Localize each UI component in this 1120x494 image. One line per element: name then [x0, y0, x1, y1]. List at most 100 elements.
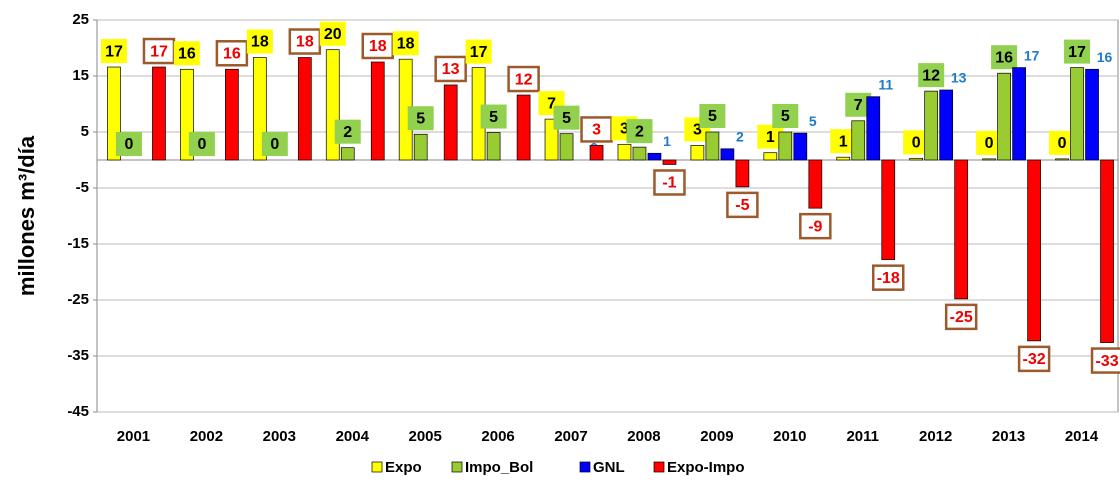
data-label: 13: [442, 61, 460, 78]
label-box: [772, 104, 799, 128]
label-box: [1017, 345, 1051, 373]
data-label: 5: [708, 108, 717, 125]
legend-label: Impo_Bol: [465, 459, 533, 476]
legend-swatch: [653, 461, 665, 473]
data-label: -32: [1023, 351, 1046, 368]
label-box: [872, 264, 905, 291]
bar: [982, 158, 996, 161]
x-tick-label: 2008: [627, 428, 660, 445]
label-box: [215, 40, 249, 67]
label-box: [726, 191, 759, 219]
bar: [647, 152, 662, 161]
data-label: 17: [105, 43, 123, 60]
bar: [152, 66, 166, 161]
data-label: 0: [912, 135, 921, 152]
data-label: 1: [839, 133, 848, 150]
data-label: 2: [635, 123, 644, 140]
label-box: [407, 106, 434, 131]
label-box: [653, 169, 686, 196]
data-label: -5: [735, 197, 749, 214]
legend-swatch: [579, 461, 591, 473]
label-box: [699, 104, 726, 128]
label-box: [465, 39, 492, 64]
bar: [1085, 68, 1099, 161]
data-label: 17: [1024, 47, 1040, 63]
bar: [866, 96, 881, 161]
bar: [997, 72, 1011, 161]
data-label: 1: [766, 129, 775, 146]
x-tick-label: 2001: [117, 428, 150, 445]
bar: [559, 133, 574, 161]
y-tick-label: -5: [76, 179, 89, 196]
legend-swatch: [371, 461, 383, 473]
bar: [1027, 159, 1041, 342]
data-label: 20: [324, 26, 342, 43]
bar: [486, 132, 501, 161]
data-label: 7: [854, 97, 863, 114]
bar: [763, 152, 778, 161]
data-label: -1: [662, 175, 676, 192]
x-tick-label: 2005: [408, 428, 441, 445]
label-box: [173, 41, 200, 66]
label-box: [392, 31, 419, 56]
y-axis-title: millones m³/día: [14, 135, 39, 296]
data-label: 18: [397, 35, 415, 52]
bar: [735, 159, 750, 188]
data-label: 3: [693, 122, 702, 139]
data-label: 0: [985, 135, 994, 152]
bar: [662, 159, 677, 165]
bar: [808, 159, 823, 209]
label-box: [261, 132, 288, 156]
bar: [1012, 67, 1026, 161]
y-tick-label: 5: [81, 123, 89, 140]
data-label: 7: [547, 95, 556, 112]
bar: [720, 148, 735, 161]
data-label: 18: [296, 34, 314, 51]
data-label: 16: [223, 45, 241, 62]
label-box: [142, 37, 176, 65]
bar: [632, 146, 647, 161]
data-label: -33: [1095, 353, 1118, 370]
data-label: 3: [620, 121, 629, 138]
data-label: 18: [251, 34, 269, 51]
bar: [939, 89, 954, 161]
bar: [297, 57, 312, 161]
bar: [881, 159, 896, 261]
data-label: 5: [562, 110, 571, 127]
bar: [851, 120, 866, 161]
x-tick-label: 2009: [700, 428, 733, 445]
bar: [705, 131, 720, 161]
label-box: [799, 212, 832, 240]
data-label: 2: [736, 129, 744, 145]
y-tick-label: -25: [67, 291, 89, 308]
y-tick-label: -35: [67, 347, 89, 364]
legend-swatch: [451, 461, 463, 473]
label-box: [434, 55, 467, 83]
data-label: 0: [270, 136, 279, 153]
legend-label: Expo-Impo: [667, 459, 745, 476]
x-tick-label: 2012: [919, 428, 952, 445]
data-label: 5: [781, 108, 790, 125]
x-tick-label: 2007: [554, 428, 587, 445]
bar: [1055, 158, 1069, 161]
label-box: [188, 132, 215, 156]
x-tick-label: 2002: [190, 428, 223, 445]
data-label: 0: [125, 136, 134, 153]
data-label: 2: [343, 124, 352, 141]
bar: [836, 156, 851, 161]
bar: [924, 90, 939, 161]
data-label: 16: [178, 45, 196, 62]
bar: [413, 133, 428, 161]
label-box: [944, 303, 978, 331]
data-label: 13: [951, 70, 967, 86]
data-label: 11: [878, 76, 893, 92]
data-label: 5: [416, 110, 425, 127]
data-label: 5: [489, 109, 498, 126]
legend-label: GNL: [593, 459, 625, 476]
label-box: [553, 105, 580, 130]
bar: [690, 145, 705, 161]
bar: [954, 159, 969, 300]
label-box: [991, 45, 1018, 70]
x-tick-label: 2006: [481, 428, 514, 445]
